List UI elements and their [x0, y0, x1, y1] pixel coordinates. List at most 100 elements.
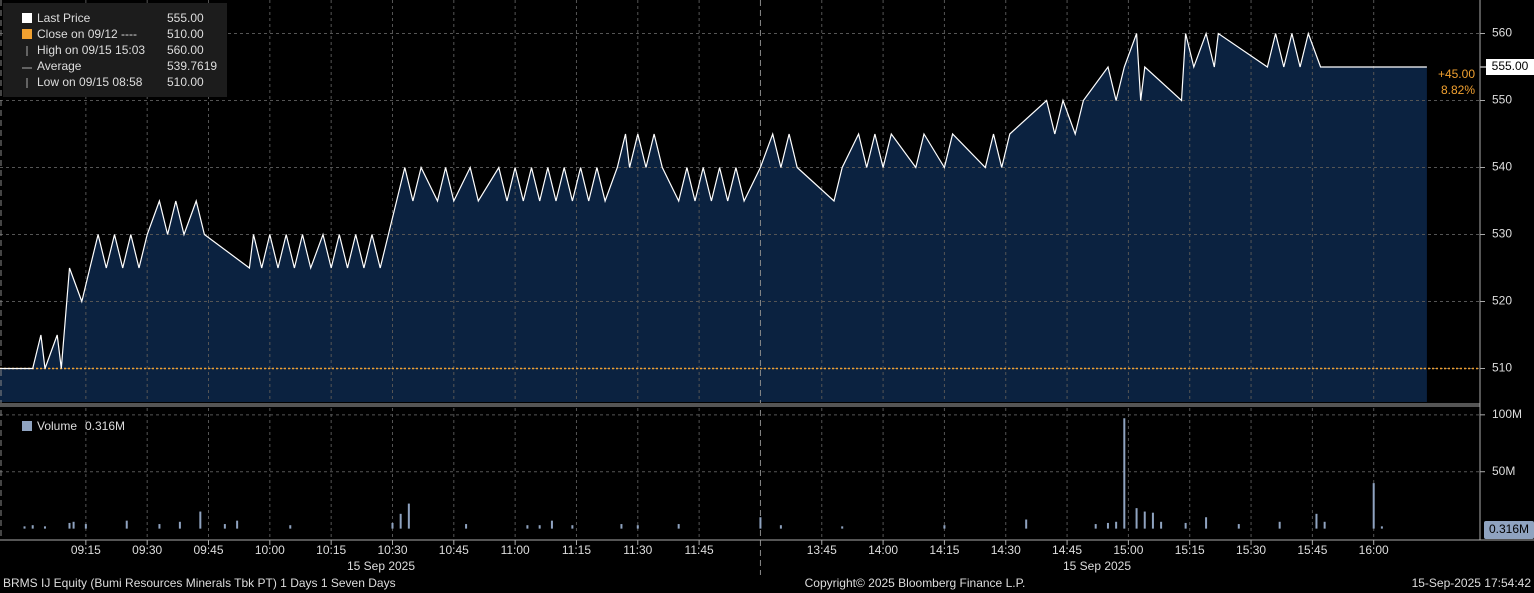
price-line — [0, 31, 1427, 370]
y-tick-label: 510 — [1492, 361, 1512, 375]
legend-swatch — [22, 421, 32, 431]
x-tick-label: 11:45 — [685, 543, 714, 557]
y-tick-label: 50M — [1492, 464, 1515, 478]
legend: Last Price 555.00 Close on 09/12 ---- 51… — [3, 3, 227, 97]
x-tick-label: 10:15 — [316, 543, 346, 557]
volume-last-label: 0.316M — [1489, 522, 1529, 536]
volume-bar — [1160, 521, 1163, 529]
legend-label: High on 09/15 15:03 — [37, 43, 145, 57]
volume-bar — [125, 520, 128, 529]
volume-bar — [550, 520, 553, 529]
legend-value: 510.00 — [167, 75, 204, 89]
panel-divider — [0, 403, 1480, 407]
volume-bar — [72, 521, 75, 529]
volume-bar — [236, 520, 239, 529]
x-tick-label: 10:45 — [439, 543, 469, 557]
volume-bar — [677, 524, 680, 529]
x-tick-label: 10:30 — [377, 543, 407, 557]
volume-bar — [407, 503, 410, 529]
legend-value: 560.00 — [167, 43, 204, 57]
legend-value: 539.7619 — [167, 59, 217, 73]
x-tick-label: 10:00 — [255, 543, 285, 557]
volume-legend: Volume 0.316M — [22, 419, 125, 433]
x-tick-label: 15:30 — [1236, 543, 1266, 557]
x-tick-label: 14:45 — [1052, 543, 1082, 557]
date-label: 15 Sep 2025 — [347, 559, 415, 573]
volume-bar — [1151, 512, 1154, 529]
volume-bar — [158, 524, 161, 529]
x-tick-label: 11:30 — [623, 543, 652, 557]
x-tick-label: 09:15 — [71, 543, 101, 557]
change-label: +45.00 — [1438, 67, 1475, 81]
last-price-box — [1486, 59, 1534, 75]
volume-bar — [23, 526, 26, 529]
volume-bar — [1115, 521, 1118, 529]
volume-bar — [636, 525, 639, 529]
volume-bar — [1025, 519, 1028, 529]
volume-bar — [1237, 524, 1240, 529]
x-tick-label: 14:00 — [868, 543, 898, 557]
volume-bar — [1094, 524, 1097, 529]
volume-bar — [391, 522, 394, 529]
legend-value: 510.00 — [167, 27, 204, 41]
volume-bar — [620, 524, 623, 529]
legend-value: 555.00 — [167, 11, 204, 25]
y-tick-label: 520 — [1492, 294, 1512, 308]
x-tick-label: 15:00 — [1113, 543, 1143, 557]
volume-bar — [289, 525, 292, 529]
volume-bar — [1184, 522, 1187, 529]
plot-layer: 510 520 530 540 550 560 09:15 09:30 09:45 10:00 10… — [0, 0, 1534, 575]
y-tick-label: 540 — [1492, 160, 1512, 174]
y-tick-label: 100M — [1492, 407, 1522, 421]
x-tick-label: 14:15 — [929, 543, 959, 557]
volume-bar — [465, 524, 468, 529]
volume-bar — [841, 526, 844, 529]
volume-bar — [1278, 521, 1281, 529]
volume-bar — [1380, 526, 1383, 529]
y-tick-label: 550 — [1492, 93, 1512, 107]
legend-label: Average — [37, 59, 82, 73]
footer-center: Copyright© 2025 Bloomberg Finance L.P. — [805, 576, 1026, 590]
x-tick-label: 15:15 — [1175, 543, 1205, 557]
volume-bar — [178, 521, 181, 529]
volume-bar — [84, 524, 87, 529]
volume-bar — [571, 525, 574, 529]
volume-bar — [1143, 511, 1146, 529]
x-tick-label: 09:30 — [132, 543, 162, 557]
volume-bar — [1315, 513, 1318, 529]
legend-label: Close on 09/12 ---- — [37, 27, 137, 41]
legend-value: 0.316M — [85, 419, 125, 433]
footer-left: BRMS IJ Equity (Bumi Resources Minerals … — [3, 576, 396, 590]
volume-bar — [223, 524, 226, 529]
volume-bar — [779, 525, 782, 529]
volume-bar — [31, 525, 34, 529]
volume-bar — [1106, 522, 1109, 529]
volume-bar — [538, 525, 541, 529]
x-tick-label: 14:30 — [991, 543, 1021, 557]
change-label: 8.82% — [1441, 83, 1475, 97]
price-area — [0, 33, 1427, 402]
x-tick-label: 13:45 — [807, 543, 837, 557]
x-tick-label: 15:45 — [1297, 543, 1327, 557]
volume-bar — [199, 511, 202, 529]
volume-bar — [1123, 418, 1126, 529]
x-tick-label: 11:00 — [501, 543, 530, 557]
y-tick-label: 560 — [1492, 26, 1512, 40]
x-tick-label: 16:00 — [1359, 543, 1389, 557]
volume-bar — [1372, 483, 1375, 529]
volume-bar — [43, 526, 46, 529]
volume-bar — [1323, 521, 1326, 529]
legend-label: Volume — [37, 419, 77, 433]
y-tick-label: 530 — [1492, 227, 1512, 241]
volume-bar — [759, 517, 762, 529]
x-tick-label: 09:45 — [193, 543, 223, 557]
legend-label: Low on 09/15 08:58 — [37, 75, 143, 89]
legend-label: Last Price — [37, 11, 91, 25]
date-label: 15 Sep 2025 — [1063, 559, 1131, 573]
volume-bar — [1135, 508, 1138, 529]
volume-bar — [943, 525, 946, 529]
legend-box — [3, 3, 227, 97]
last-price-label: 555.00 — [1492, 59, 1529, 73]
x-tick-label: 11:15 — [562, 543, 591, 557]
